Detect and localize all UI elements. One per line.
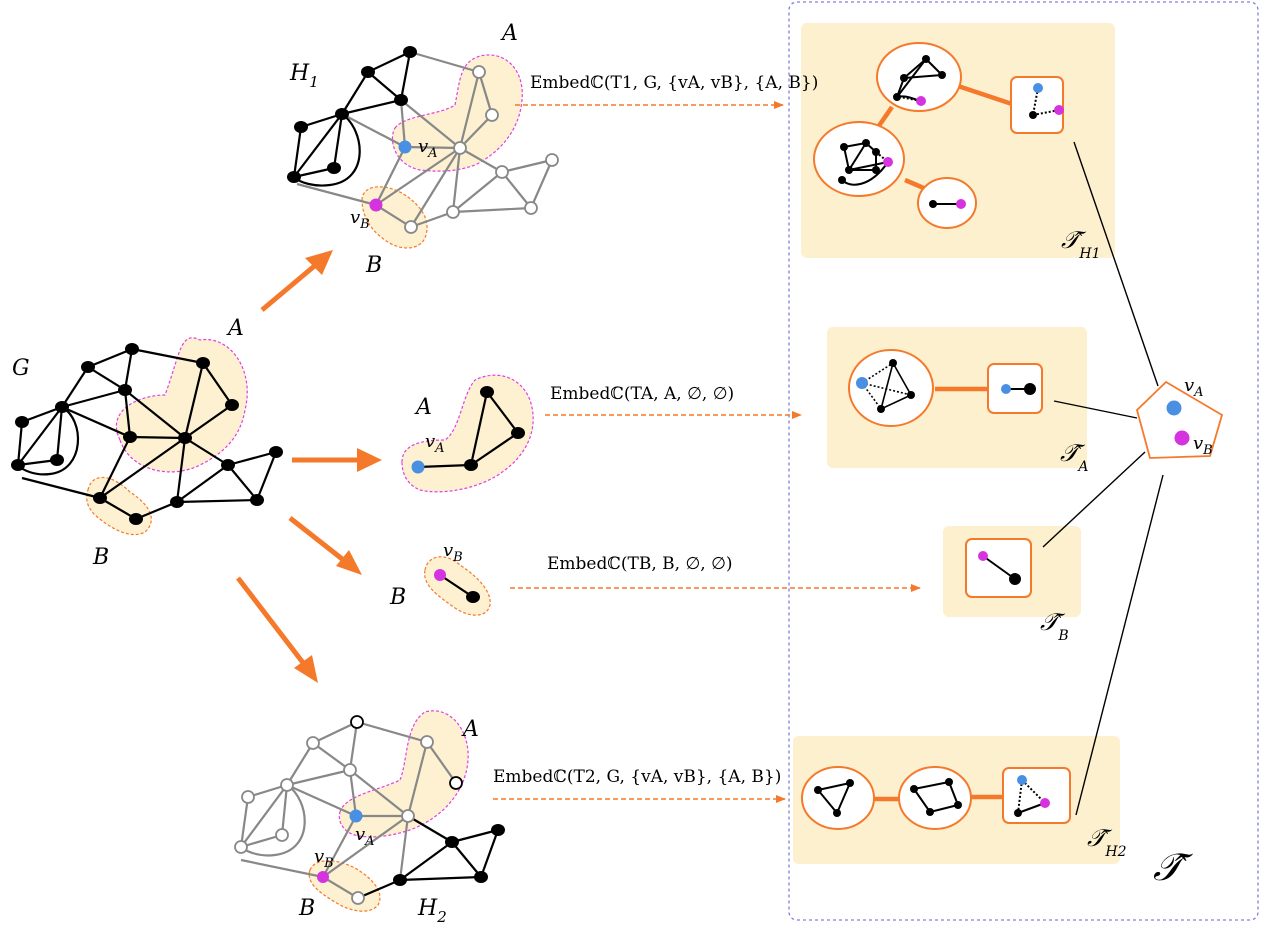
region-b (86, 476, 152, 536)
vertex-va-mid (411, 460, 425, 474)
label-t-hat: 𝒯̂ (1153, 845, 1193, 889)
embed-call-h1: Embedℂ(T1, G, {vA, vB}, {A, B}) (530, 73, 818, 93)
tree-b (965, 538, 1032, 598)
graph-g (11, 337, 283, 536)
label-b-mid: B (389, 585, 406, 610)
embed-call-h2: Embedℂ(T2, G, {vA, vB}, {A, B}) (493, 767, 781, 787)
vertex-vb-mid (434, 569, 446, 581)
label-vb-h1: vB (350, 207, 370, 232)
vertex-va-h2 (349, 809, 363, 823)
region-a-mid (401, 374, 534, 493)
label-vb-mid: vB (443, 540, 463, 565)
label-va-root: vA (1184, 375, 1204, 400)
tree-a (848, 349, 1043, 427)
graph-h1 (287, 46, 559, 249)
label-va-h1: vA (418, 136, 438, 161)
label-b-h1: B (365, 253, 382, 278)
tree-h2 (801, 766, 1071, 830)
arrow-to-h2 (236, 576, 318, 683)
label-g: G (12, 356, 30, 381)
arrow-to-b (288, 516, 362, 575)
graph-b (424, 556, 491, 616)
label-h1: H1 (289, 61, 319, 91)
root-node (1135, 380, 1224, 459)
embed-call-b: Embedℂ(TB, B, ∅, ∅) (547, 554, 733, 574)
label-vb-root: vB (1193, 433, 1213, 458)
label-b-g: B (92, 545, 109, 570)
label-vb-h2: vB (314, 846, 334, 871)
edge-a-root (1053, 400, 1138, 419)
graph-a (401, 374, 534, 493)
label-a-h1: A (500, 21, 518, 46)
label-b-h2: B (298, 896, 315, 921)
label-a-g: A (226, 316, 244, 341)
region-b-h2 (308, 860, 381, 912)
embed-call-a: Embedℂ(TA, A, ∅, ∅) (550, 384, 734, 404)
arrow-to-a (292, 448, 382, 472)
label-h2: H2 (417, 896, 447, 926)
vertex-vb-h1 (369, 198, 383, 212)
label-a-mid: A (414, 395, 432, 420)
edge-h2-root (1075, 474, 1164, 816)
arrow-to-h1 (260, 250, 333, 312)
edge-h1-root (1073, 141, 1159, 387)
region-a-h1 (391, 54, 523, 172)
label-va-h2: vA (355, 824, 375, 849)
vertex-va-h1 (398, 140, 412, 154)
edge-b-root (1042, 451, 1146, 548)
region-a-h2 (338, 710, 469, 838)
label-va-mid: vA (425, 431, 445, 456)
label-a-h2: A (461, 717, 479, 742)
graph-h2 (234, 710, 505, 912)
tree-h1 (813, 42, 1064, 229)
vertex-vb-h2 (317, 871, 329, 883)
